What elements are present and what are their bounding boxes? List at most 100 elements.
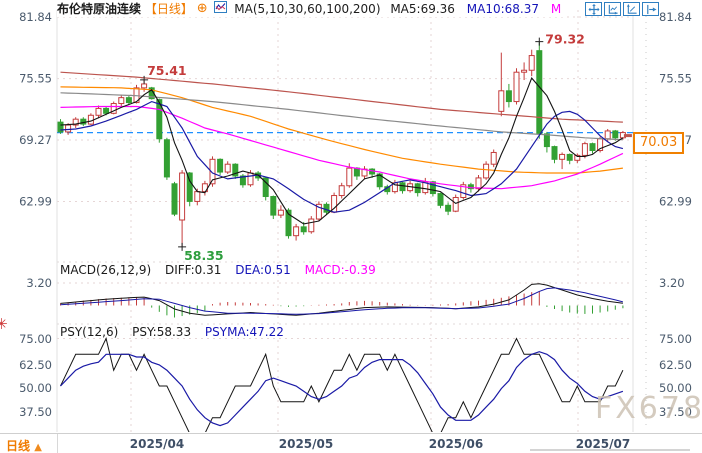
candle-body	[483, 163, 490, 179]
candle-body	[429, 181, 436, 195]
psy-axis-label-left: 37.50	[19, 405, 52, 419]
psy-axis-label-right: 37.50	[659, 405, 692, 419]
candle-body	[156, 99, 163, 140]
macd-dea-value: DEA:0.51	[235, 263, 291, 277]
period-tag[interactable]: 【日线】	[144, 2, 193, 16]
extreme-price-label: 58.35	[184, 248, 224, 263]
fit-y-axis-button[interactable]	[623, 2, 640, 16]
candle-body	[308, 218, 315, 233]
chart-toolbar	[585, 2, 659, 16]
main-axis-label-right: 62.99	[659, 195, 692, 209]
candle-body	[247, 172, 254, 186]
candle-body	[536, 50, 543, 135]
ma30-line	[60, 105, 624, 190]
candle-body	[490, 151, 497, 165]
candle-body	[118, 97, 125, 105]
candle-body	[194, 191, 201, 202]
candle-body	[551, 146, 558, 160]
candle-body	[57, 121, 64, 133]
candle-body	[376, 173, 383, 188]
candle-body	[437, 193, 444, 206]
macd-macd-value: MACD:-0.39	[304, 263, 376, 277]
macd-layer	[60, 291, 624, 318]
main-axis-label-left: 69.27	[19, 133, 52, 147]
ma5-line	[60, 77, 624, 225]
candle-body	[285, 209, 292, 237]
candle-body	[475, 177, 482, 190]
candle-body	[95, 107, 102, 116]
psy-axis-label-left: 50.00	[19, 381, 52, 395]
candle-body	[505, 90, 512, 103]
extreme-cross-marker	[535, 37, 544, 46]
extreme-cross-marker	[178, 242, 187, 251]
candle-body	[277, 209, 284, 216]
main-axis-label-right: 75.55	[659, 72, 692, 86]
indicator-settings-icon[interactable]: ✳	[0, 315, 8, 333]
latest-price-dash	[623, 134, 632, 138]
candle-body	[293, 226, 300, 237]
fit-x-axis-button[interactable]	[604, 2, 621, 16]
chart-header: 布伦特原油连续 【日线】 ⊕ MA(5,10,30,60,100,200) MA…	[57, 1, 566, 17]
candle-body	[270, 196, 277, 216]
candle-body	[300, 226, 307, 233]
candle-body	[543, 133, 550, 148]
candle-body	[262, 177, 269, 198]
candle-body	[338, 185, 345, 197]
candle-body	[559, 153, 566, 160]
main-axis-label-left: 62.99	[19, 195, 52, 209]
candle-body	[445, 204, 452, 212]
candle-body	[452, 196, 459, 212]
psy-label-row: PSY(12,6) PSY:58.33 PSYMA:47.22	[60, 325, 294, 339]
psy-axis-label-left: 62.50	[19, 358, 52, 372]
psy-axis-label-right: 75.00	[659, 332, 692, 346]
candle-body	[566, 153, 573, 161]
ma60-line	[60, 92, 623, 141]
instrument-title: 布伦特原油连续	[57, 2, 142, 16]
macd-diff-line	[60, 283, 623, 316]
main-axis-label-right: 81.84	[659, 10, 692, 24]
psy-value: PSY:58.33	[132, 325, 192, 339]
candle-body	[224, 163, 231, 173]
candle-body	[498, 90, 505, 112]
extreme-price-label: 79.32	[545, 32, 585, 47]
pan-crosshair-button[interactable]	[585, 2, 602, 16]
candle-body	[521, 69, 528, 73]
ma200-line	[60, 71, 623, 123]
candle-body	[513, 71, 520, 103]
candle-body	[399, 182, 406, 192]
main-axis-label-left: 81.84	[19, 10, 52, 24]
macd-label-row: MACD(26,12,9) DIFF:0.31 DEA:0.51 MACD:-0…	[60, 263, 386, 277]
scrollbar-track[interactable]	[530, 449, 690, 451]
macd-dea-line	[60, 287, 624, 315]
candle-body	[467, 184, 474, 190]
chart-type-icon[interactable]	[214, 1, 228, 17]
candle-body	[72, 118, 79, 126]
candle-body	[217, 158, 224, 173]
candle-body	[171, 183, 178, 215]
candle-body	[460, 184, 467, 198]
psy-axis-label-right: 50.00	[659, 381, 692, 395]
candle-body	[589, 143, 596, 152]
x-axis-date-label: 2025/06	[428, 437, 484, 451]
shift-right-button[interactable]	[642, 2, 659, 16]
candle-body	[186, 172, 193, 202]
ma30-value-clipped: M	[550, 2, 562, 16]
ma5-value: MA5:69.36	[390, 2, 455, 16]
add-indicator-icon[interactable]: ⊕	[196, 1, 208, 16]
candle-body	[528, 55, 535, 71]
period-selector[interactable]: 日线 ▲	[6, 437, 42, 453]
psyma-value: PSYMA:47.22	[204, 325, 284, 339]
period-label: 日线	[6, 439, 31, 453]
last-price-tag: 70.03	[633, 132, 685, 154]
ma10-line	[60, 100, 624, 213]
bottom-bar-divider	[57, 434, 58, 453]
x-axis-date-label: 2025/07	[575, 437, 631, 451]
macd-axis-label-right: 3.20	[659, 276, 685, 290]
psyma-line	[60, 351, 624, 427]
extreme-cross-marker	[140, 75, 149, 84]
candle-body	[87, 114, 94, 125]
x-axis-date-label: 2025/04	[129, 437, 185, 451]
candle-body	[612, 130, 619, 139]
